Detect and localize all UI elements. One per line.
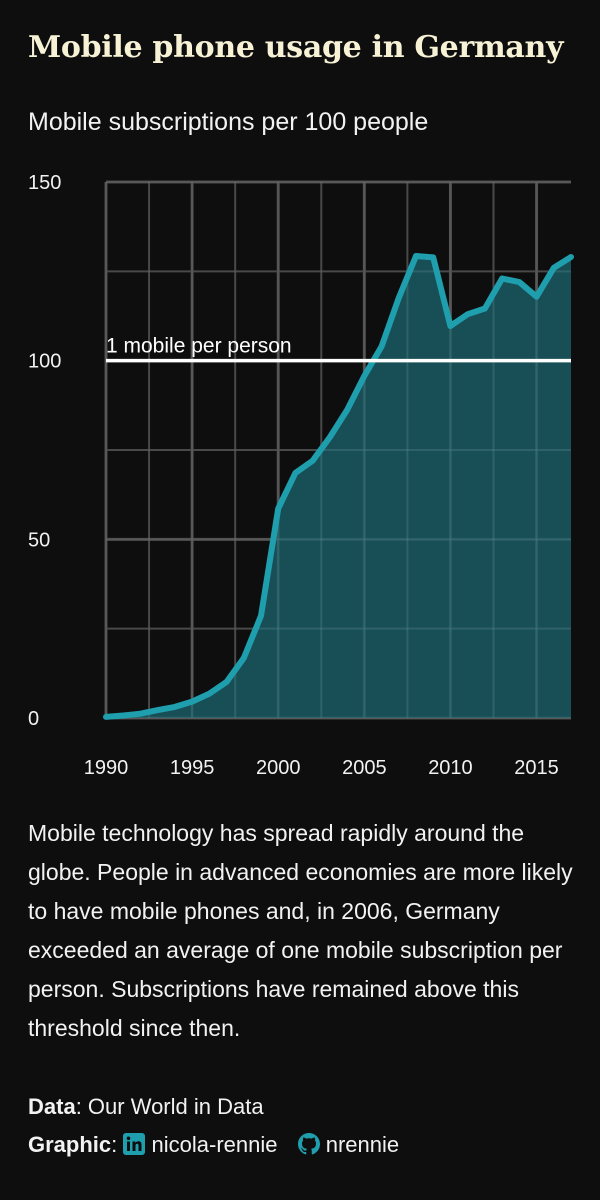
github-icon: [297, 1129, 320, 1167]
y-tick-label: 0: [28, 708, 39, 730]
x-tick-label: 1995: [170, 757, 215, 779]
linkedin-handle: nicola-rennie: [151, 1132, 278, 1157]
chart-title: Mobile phone usage in Germany: [28, 30, 564, 65]
x-tick-label: 2000: [256, 757, 301, 779]
x-tick-label: 2005: [342, 757, 387, 779]
series-line: [103, 253, 574, 720]
reference-line-label: 1 mobile per person: [106, 335, 292, 358]
data-credit: Data: Our World in Data: [28, 1088, 399, 1126]
graphic-credit-sep: :: [111, 1132, 118, 1157]
data-credit-value: : Our World in Data: [75, 1094, 264, 1119]
linkedin-icon: [123, 1129, 146, 1167]
chart-subtitle: Mobile subscriptions per 100 people: [28, 108, 429, 136]
y-tick-label: 100: [28, 351, 61, 373]
description-text: Mobile technology has spread rapidly aro…: [28, 820, 573, 1041]
graphic-credit: Graphic: nicola-rennie nrennie: [28, 1126, 399, 1167]
chart: 1 mobile per person 0 50 100 150 1990 1995 2000…: [28, 172, 574, 779]
github-handle: nrennie: [325, 1132, 400, 1157]
data-credit-label: Data: [28, 1094, 76, 1119]
series-area: [106, 256, 571, 718]
y-tick-label: 50: [28, 529, 50, 551]
x-tick-label: 1990: [84, 757, 129, 779]
x-tick-label: 2010: [428, 757, 473, 779]
credits: Data: Our World in Data Graphic: nicola-…: [28, 1088, 399, 1167]
graphic-credit-label: Graphic: [28, 1132, 112, 1157]
y-tick-label: 150: [28, 172, 61, 194]
x-tick-label: 2015: [514, 757, 559, 779]
